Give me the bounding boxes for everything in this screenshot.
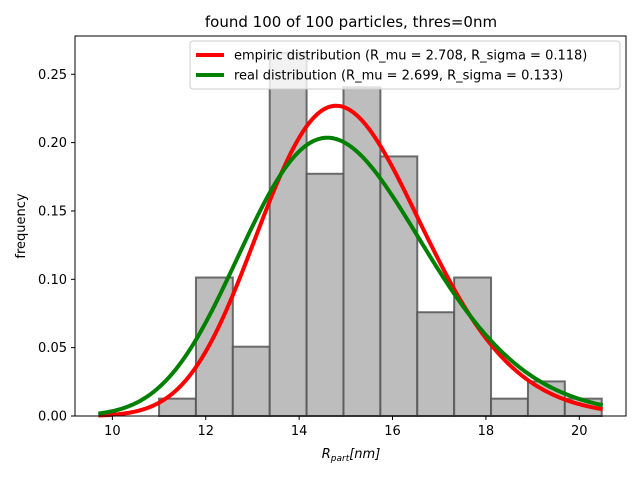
axes-frame [74, 35, 627, 417]
y-axis-label: frequency [14, 193, 29, 259]
y-tick-label: 0.05 [38, 341, 67, 356]
x-tick-label: 12 [197, 424, 214, 439]
y-tick-label: 0.00 [38, 410, 67, 425]
histogram-bar [305, 172, 345, 417]
legend-box [189, 40, 621, 90]
legend-label-real: real distribution (R_mu = 2.699, R_sigma… [234, 69, 563, 84]
x-tick-label: 20 [571, 424, 588, 439]
y-tick-label: 0.15 [38, 204, 67, 219]
y-tick-label: 0.25 [38, 68, 67, 83]
real-distribution-line [98, 135, 604, 416]
y-axis: 0.00 0.05 0.10 0.15 0.20 0.25 [38, 68, 75, 425]
histogram-bar [268, 51, 308, 417]
histogram-bar [453, 276, 493, 417]
legend-label-empiric: empiric distribution (R_mu = 2.708, R_si… [234, 49, 587, 64]
empiric-distribution-line [98, 103, 603, 418]
chart-title: found 100 of 100 particles, thres=0nm [205, 13, 497, 31]
x-tick-label: 18 [478, 424, 495, 439]
histogram-bar [379, 155, 419, 417]
y-tick-label: 0.10 [38, 273, 67, 288]
legend: empiric distribution (R_mu = 2.708, R_si… [189, 40, 621, 90]
histogram-bar [490, 397, 529, 418]
y-tick-label: 0.20 [38, 136, 67, 151]
x-axis: 10 12 14 16 18 20 [104, 416, 588, 439]
histogram-bar [416, 311, 456, 417]
plot-area [98, 51, 604, 418]
x-axis-label: Rpart[nm] [322, 447, 381, 464]
x-tick-label: 10 [104, 424, 121, 439]
x-tick-label: 16 [384, 424, 401, 439]
histogram-bar [342, 86, 382, 417]
histogram-bar [231, 345, 271, 417]
x-tick-label: 14 [291, 424, 308, 439]
histogram-bar [194, 276, 234, 417]
